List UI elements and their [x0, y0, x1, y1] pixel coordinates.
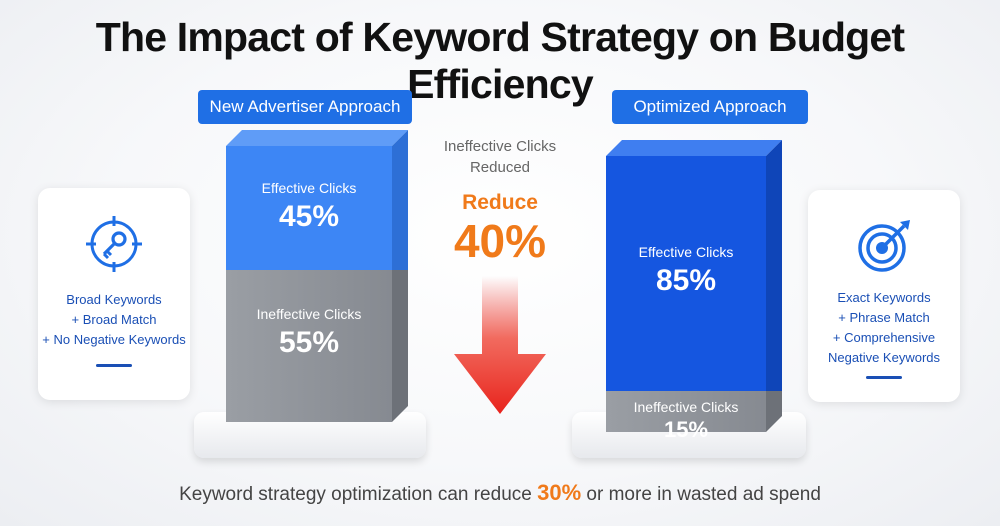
footer-text-before: Keyword strategy optimization can reduce [179, 484, 538, 505]
reduce-label: Reduce [462, 191, 538, 214]
right-strategy-card: Exact Keywords + Phrase Match + Comprehe… [808, 190, 960, 402]
left-ineffective-label-group: Ineffective Clicks 55% [226, 306, 392, 360]
key-crosshair-icon [86, 216, 142, 272]
right-column-top-face [606, 140, 782, 156]
footer-note: Keyword strategy optimization can reduce… [0, 480, 1000, 506]
right-approach-tag: Optimized Approach [612, 90, 808, 124]
footer-text-after: or more in wasted ad spend [581, 484, 821, 505]
center-subtitle-line-2: Reduced [469, 159, 531, 176]
page-title: The Impact of Keyword Strategy on Budget… [95, 14, 905, 107]
right-column-side-face [766, 140, 782, 432]
left-column-top-face [226, 130, 408, 146]
right-ineffective-label: Ineffective Clicks [633, 399, 739, 415]
left-strategy-card: Broad Keywords + Broad Match + No Negati… [38, 188, 190, 400]
right-effective-label-group: Effective Clicks 85% [606, 244, 766, 298]
right-ineffective-label-group: Ineffective Clicks 15% [606, 399, 766, 443]
left-ineffective-label: Ineffective Clicks [256, 306, 362, 322]
right-effective-value: 85% [655, 263, 717, 297]
right-card-line-3: + Comprehensive [832, 330, 936, 345]
left-stacked-column: Effective Clicks 45% Ineffective Clicks … [226, 130, 408, 422]
footer-highlight: 30% [537, 480, 582, 505]
right-ineffective-value: 15% [663, 417, 709, 442]
reduce-value: 40% [453, 215, 547, 267]
down-arrow-icon [454, 276, 546, 414]
right-card-line-1: Exact Keywords [837, 290, 931, 305]
center-subtitle-line-1: Ineffective Clicks [443, 138, 557, 155]
right-effective-label: Effective Clicks [638, 243, 734, 260]
left-effective-label: Effective Clicks [261, 180, 357, 196]
left-ineffective-segment [226, 270, 392, 422]
right-card-line-2: + Phrase Match [838, 310, 930, 325]
left-effective-segment [226, 146, 392, 270]
right-card-divider [866, 376, 902, 379]
left-ineffective-value: 55% [278, 326, 340, 359]
left-column-side-face [392, 130, 408, 422]
target-arrow-icon [858, 220, 910, 272]
left-card-line-2: + Broad Match [71, 312, 157, 327]
right-stacked-column: Effective Clicks 85% Ineffective Clicks … [606, 140, 782, 442]
center-subtitle: Ineffective Clicks Reduced [410, 136, 590, 178]
left-card-line-1: Broad Keywords [66, 292, 162, 307]
right-effective-segment [606, 156, 766, 391]
right-ineffective-segment [606, 391, 766, 432]
left-approach-tag: New Advertiser Approach [198, 90, 412, 124]
left-effective-value: 45% [278, 200, 340, 233]
right-card-line-4: Negative Keywords [828, 350, 940, 365]
left-card-line-3: + No Negative Keywords [42, 332, 186, 347]
left-card-divider [96, 364, 132, 367]
left-effective-label-group: Effective Clicks 45% [226, 180, 392, 234]
